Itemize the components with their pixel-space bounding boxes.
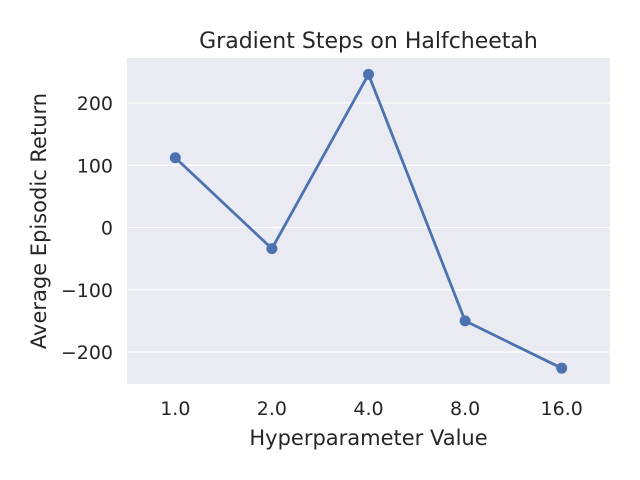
y-axis-label: Average Episodic Return (27, 93, 51, 349)
data-point (169, 152, 181, 164)
y-tick-label: −100 (61, 280, 113, 302)
y-tick-label: −200 (61, 342, 113, 364)
x-tick-label: 1.0 (160, 398, 190, 420)
x-tick-label: 8.0 (450, 398, 480, 420)
y-tick-label: 200 (77, 93, 113, 115)
data-point (266, 243, 278, 255)
x-tick-label: 2.0 (257, 398, 287, 420)
x-tick-label: 4.0 (353, 398, 383, 420)
data-point (556, 362, 568, 374)
data-point (459, 315, 471, 327)
series-group (169, 68, 568, 374)
data-point (363, 68, 374, 80)
y-tick-label: 100 (77, 155, 113, 177)
y-tick-label: 0 (101, 218, 113, 240)
grid-lines (127, 102, 610, 353)
x-tick-labels: 1.0 2.0 4.0 8.0 16.0 (160, 398, 583, 420)
plot-area (127, 58, 610, 384)
y-tick-labels: 200 100 0 −100 −200 (61, 93, 113, 364)
x-tick-label: 16.0 (541, 398, 583, 420)
chart-title: Gradient Steps on Halfcheetah (199, 29, 538, 54)
x-axis-label: Hyperparameter Value (249, 426, 487, 450)
